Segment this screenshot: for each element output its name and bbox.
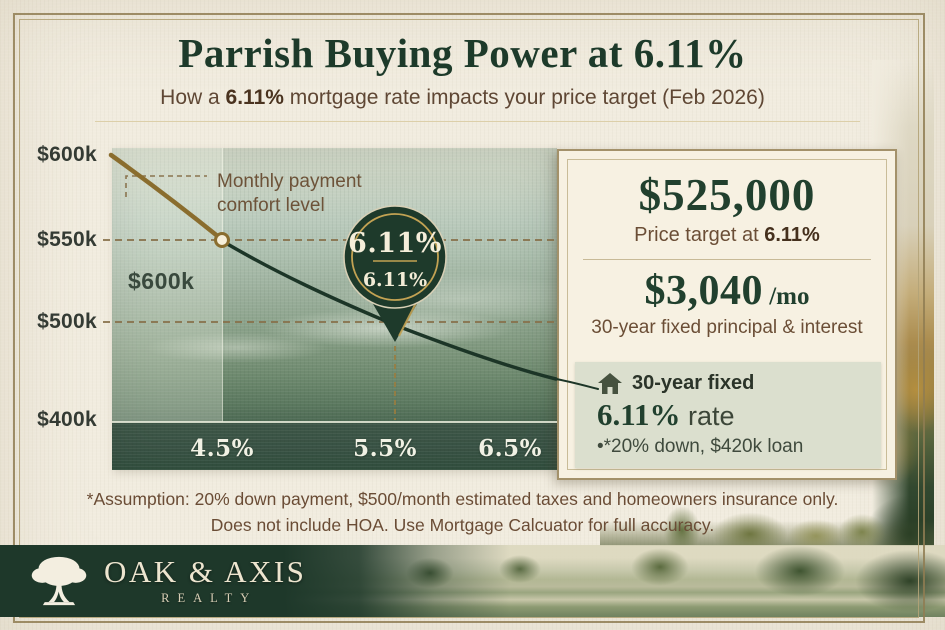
price-target-value: $525,000 (638, 170, 816, 220)
subtitle-prefix: How a (160, 86, 226, 110)
summary-panel: $525,000 Price target at 6.11% $3,040 /m… (557, 149, 897, 480)
background-photo-trees (600, 490, 934, 546)
y-axis-label-400k: $400k (37, 408, 97, 431)
loan-rate-word: rate (680, 401, 735, 431)
loan-terms-card: 30-year fixed 6.11% rate •*20% down, $42… (575, 362, 881, 468)
comfort-level-label: Monthly payment comfort level (217, 171, 362, 216)
header-divider (95, 121, 860, 122)
loan-term-row: 30-year fixed (597, 372, 881, 395)
subtitle: How a 6.11% mortgage rate impacts your p… (20, 86, 905, 110)
y-axis-label-600k: $600k (37, 143, 97, 166)
oak-tree-logo (31, 556, 87, 606)
y-axis-label-500k: $500k (37, 310, 97, 333)
brand-banner (0, 545, 945, 617)
footnote: *Assumption: 20% down payment, $500/mont… (20, 486, 905, 537)
price-caption-rate: 6.11% (764, 224, 820, 246)
x-axis-label-5-5: 5.5% (353, 435, 417, 462)
loan-rate-row: 6.11% rate (597, 397, 881, 433)
monthly-payment-caption: 30-year fixed principal & interest (591, 317, 863, 338)
payment-amount: $3,040 (644, 268, 763, 314)
column-price-label: $600k (128, 268, 195, 294)
price-target-caption: Price target at 6.11% (559, 224, 895, 247)
loan-note: •*20% down, $420k loan (597, 436, 804, 457)
page-title: Parrish Buying Power at 6.11% (178, 30, 747, 76)
loan-rate-value: 6.11% (597, 397, 681, 432)
subtitle-suffix: mortgage rate impacts your price target … (283, 86, 765, 110)
panel-divider (582, 259, 872, 260)
footnote-line-1: *Assumption: 20% down payment, $500/mont… (86, 489, 839, 509)
x-axis-label-4-5: 4.5% (190, 435, 254, 462)
house-icon (598, 373, 622, 394)
price-caption-prefix: Price target at (634, 224, 765, 246)
payment-unit: /mo (762, 283, 810, 310)
x-axis-label-6-5: 6.5% (478, 435, 542, 462)
brand-lockup: OAK & AXIS REALTY (28, 549, 306, 613)
monthly-payment-value: $3,040 /mo (559, 270, 895, 312)
brand-tagline: REALTY (161, 591, 258, 606)
loan-term-label: 30-year fixed (632, 372, 755, 394)
subtitle-rate: 6.11% (225, 86, 284, 110)
footnote-line-2: Does not include HOA. Use Mortgage Calcu… (210, 514, 715, 535)
brand-name: OAK & AXIS (104, 553, 307, 589)
y-axis-label-550k: $550k (37, 228, 97, 251)
header: Parrish Buying Power at 6.11% How a 6.11… (20, 30, 905, 110)
brand-text: OAK & AXIS REALTY (104, 553, 307, 607)
